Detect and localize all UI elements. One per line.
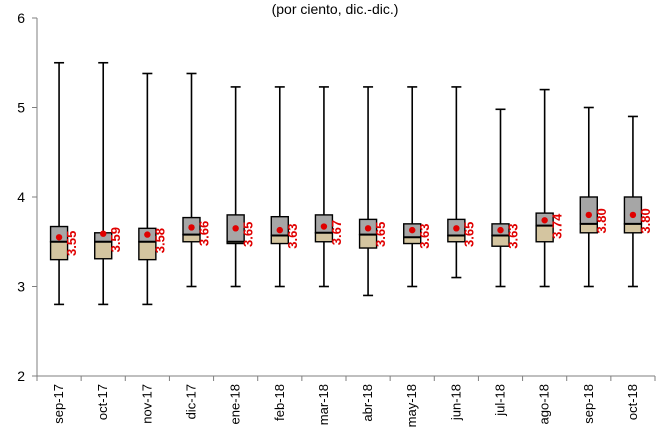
x-tick-label: jul-18 <box>493 384 508 417</box>
x-tick-label: sep-18 <box>581 384 596 424</box>
plot-area: 2 3 4 5 6 sep-17 oct-17 nov-17 dic-17 ene-18 feb-1… <box>17 10 656 427</box>
mean-point <box>541 217 548 224</box>
mean-value-label: 3.74 <box>550 213 565 239</box>
mean-value-label: 3.65 <box>241 222 256 247</box>
mean-point <box>144 231 151 238</box>
mean-point <box>453 225 460 232</box>
x-tick-label: ene-18 <box>228 384 243 424</box>
mean-point <box>364 225 372 232</box>
x-tick-label: dic-17 <box>184 384 199 419</box>
mean-value-label: 3.58 <box>152 228 167 253</box>
mean-value-label: 3.65 <box>373 222 388 247</box>
y-tick-label: 5 <box>17 100 25 116</box>
chart-title: (por ciento, dic.-dic.) <box>272 1 399 17</box>
mean-value-label: 3.63 <box>417 223 432 248</box>
x-tick-label: ago-18 <box>537 384 552 424</box>
mean-point <box>55 234 63 241</box>
mean-point <box>276 226 283 234</box>
mean-value-label: 3.65 <box>461 222 476 247</box>
x-tick-label: nov-17 <box>139 384 154 424</box>
y-tick-label: 6 <box>17 10 25 26</box>
mean-point <box>188 224 195 231</box>
mean-point <box>629 211 637 219</box>
mean-value-label: 3.80 <box>594 208 609 233</box>
mean-point <box>585 211 592 219</box>
x-tick-label: may-18 <box>404 384 419 427</box>
mean-value-label: 3.80 <box>638 208 653 233</box>
mean-value-label: 3.59 <box>108 227 123 252</box>
mean-point <box>409 226 416 234</box>
x-tick-label: oct-18 <box>625 384 640 420</box>
y-tick-label: 2 <box>17 368 25 384</box>
mean-value-label: 3.66 <box>197 221 212 246</box>
x-tick-label: abr-18 <box>360 384 375 422</box>
x-tick-label: jun-18 <box>448 384 463 421</box>
mean-point <box>320 223 328 230</box>
y-tick-label: 4 <box>17 189 25 205</box>
mean-point <box>497 226 504 234</box>
x-tick-label: mar-18 <box>316 384 331 425</box>
mean-value-label: 3.63 <box>285 223 300 248</box>
mean-point <box>232 225 239 232</box>
x-tick-label: feb-18 <box>272 384 287 421</box>
x-tick-label: sep-17 <box>51 384 66 424</box>
mean-value-label: 3.55 <box>64 231 79 256</box>
y-tick-label: 3 <box>17 279 25 295</box>
mean-point <box>100 230 107 237</box>
mean-value-label: 3.67 <box>329 220 344 245</box>
x-tick-label: oct-17 <box>95 384 110 420</box>
mean-value-label: 3.63 <box>506 223 521 248</box>
